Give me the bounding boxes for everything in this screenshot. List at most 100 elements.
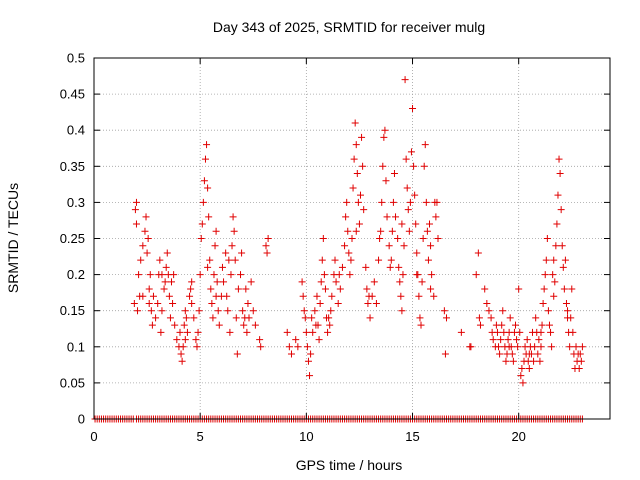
data-point (559, 263, 567, 271)
data-point (370, 278, 378, 286)
data-point (132, 198, 140, 206)
data-point (385, 242, 393, 250)
data-point (535, 336, 543, 344)
data-point (212, 227, 220, 235)
x-tick-label: 10 (299, 429, 313, 444)
data-point (249, 307, 257, 315)
data-point (264, 235, 272, 242)
data-point (352, 141, 360, 149)
data-point (306, 372, 314, 380)
data-point (481, 285, 489, 293)
data-point (328, 292, 336, 300)
data-point (353, 170, 361, 178)
data-point (304, 357, 312, 365)
data-point (166, 314, 174, 322)
data-point (420, 162, 428, 170)
data-point (215, 321, 223, 329)
data-point (183, 328, 191, 336)
data-point (158, 307, 166, 315)
data-point (433, 198, 441, 206)
data-point (245, 314, 253, 322)
data-point (387, 256, 395, 264)
data-point (181, 307, 189, 315)
data-point (326, 321, 334, 329)
data-point (551, 278, 559, 286)
data-point (558, 242, 566, 250)
data-point (233, 350, 241, 358)
data-point (523, 336, 531, 344)
data-point (343, 198, 351, 206)
data-point (344, 227, 352, 235)
data-point (301, 314, 309, 322)
data-point (388, 227, 396, 235)
data-point (222, 249, 230, 257)
data-point (549, 271, 557, 279)
y-tick-label: 0.05 (60, 375, 85, 390)
data-point (578, 343, 586, 351)
data-point (516, 328, 524, 336)
data-point (319, 235, 327, 242)
data-point (162, 263, 170, 271)
y-tick-label: 0.45 (60, 87, 85, 102)
data-point (389, 198, 397, 206)
data-point (251, 321, 259, 329)
data-point (493, 328, 501, 336)
data-point (562, 299, 570, 307)
data-point (349, 184, 357, 192)
data-point (547, 328, 555, 336)
data-point (540, 285, 548, 293)
data-point (382, 177, 390, 185)
data-point (211, 242, 219, 250)
data-point (555, 155, 563, 163)
data-point (536, 357, 544, 365)
data-point (532, 314, 540, 322)
data-point (244, 299, 252, 307)
data-point (483, 299, 491, 307)
data-point (345, 249, 353, 257)
data-point (531, 343, 539, 351)
data-point (515, 285, 523, 293)
data-point (394, 235, 402, 242)
data-point (539, 299, 547, 307)
data-point (380, 133, 388, 141)
data-point (375, 256, 383, 264)
data-point (232, 314, 240, 322)
data-point (332, 278, 340, 286)
data-point (379, 162, 387, 170)
data-point (398, 220, 406, 228)
data-point (210, 271, 218, 279)
data-point (257, 343, 265, 351)
data-point (198, 220, 206, 228)
data-point (173, 336, 181, 344)
data-point (572, 343, 580, 351)
data-point (341, 242, 349, 250)
data-point (223, 292, 231, 300)
data-point (506, 314, 514, 322)
data-point (145, 285, 153, 293)
data-point (218, 263, 226, 271)
data-point (401, 76, 409, 84)
data-point (181, 336, 189, 344)
data-point (225, 256, 233, 264)
data-point (376, 235, 384, 242)
data-point (508, 350, 516, 358)
data-point (234, 285, 242, 293)
data-point (206, 256, 214, 264)
data-point (287, 350, 295, 358)
data-point (575, 364, 583, 372)
data-point (204, 263, 212, 271)
data-point (377, 227, 385, 235)
data-point (381, 126, 389, 134)
data-point (169, 299, 177, 307)
data-point (262, 242, 270, 250)
data-point (192, 336, 200, 344)
y-tick-label: 0.15 (60, 303, 85, 318)
data-point (212, 292, 220, 300)
data-point (194, 328, 202, 336)
data-point (144, 235, 152, 242)
data-point (496, 350, 504, 358)
data-point (402, 155, 410, 163)
data-point (294, 343, 302, 351)
data-point (334, 299, 342, 307)
data-point (171, 321, 179, 329)
